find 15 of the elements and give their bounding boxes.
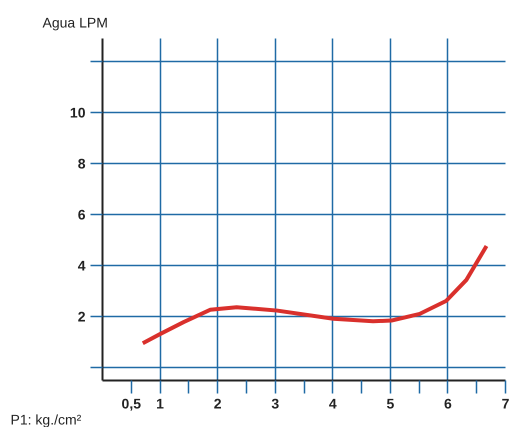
x-tick-label: 0,5: [122, 396, 142, 412]
y-tick-label: 8: [78, 156, 86, 172]
y-tick-label: 4: [78, 258, 86, 274]
x-tick-label: 3: [271, 396, 280, 412]
y-axis-title: Agua LPM: [42, 14, 108, 30]
x-tick-label: 4: [328, 396, 337, 412]
line-series: [140, 244, 488, 346]
x-tick-label: 5: [386, 396, 394, 412]
x-tick-label: 2: [214, 396, 222, 412]
y-tick-label: 10: [70, 104, 86, 121]
x-tick-label: 7: [502, 396, 510, 412]
y-tick-label: 2: [78, 308, 86, 325]
x-tick-label: 6: [444, 396, 452, 412]
y-tick-label: 6: [78, 206, 86, 223]
x-tick-label: 1: [156, 396, 164, 412]
